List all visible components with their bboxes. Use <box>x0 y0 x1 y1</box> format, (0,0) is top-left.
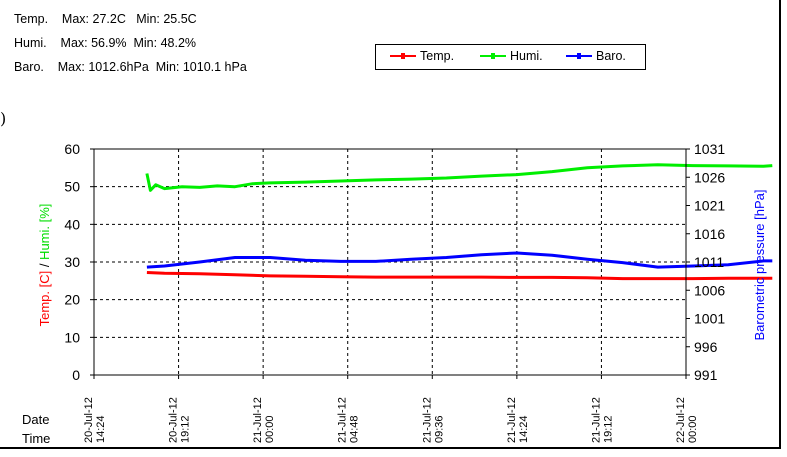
x-tick-date: 20-Jul-12 <box>83 397 95 443</box>
left-tick-label: 30 <box>64 254 80 270</box>
legend-swatch-baro <box>566 53 592 59</box>
right-axis-title: Barometric pressure [hPa] <box>752 189 767 340</box>
x-tick-date: 20-Jul-12 <box>168 397 180 443</box>
baro-stats: Baro. Max: 1012.6hPa Min: 1010.1 hPa <box>14 60 247 74</box>
left-tick-label: 40 <box>64 216 80 232</box>
left-axis-title: Temp. [C] / Humi. [%] <box>37 204 52 327</box>
left-tick-label: 0 <box>72 367 80 383</box>
x-tick-time: 19:12 <box>602 415 614 443</box>
legend-item-humi: Humi. <box>480 49 543 63</box>
x-tick-label: 20-Jul-12 14:24 <box>83 397 107 443</box>
x-tick-date: 21-Jul-12 <box>590 397 602 443</box>
legend-item-baro: Baro. <box>566 49 626 63</box>
x-tick-time: 09:36 <box>433 415 445 443</box>
x-tick-time: 04:48 <box>349 415 361 443</box>
series-line-temp <box>146 271 773 281</box>
x-tick-label: 21-Jul-12 14:24 <box>506 397 530 443</box>
x-tick-label: 21-Jul-12 04:48 <box>337 397 361 443</box>
series-line-baro <box>146 251 773 269</box>
series-lines <box>145 163 773 281</box>
legend-swatch-humi <box>480 53 506 59</box>
x-tick-label: 21-Jul-12 19:12 <box>590 397 614 443</box>
right-tick-label: 1016 <box>694 226 725 242</box>
right-tick-label: 1006 <box>694 282 725 298</box>
x-axis-ticks: 20-Jul-12 14:24 20-Jul-12 19:12 21-Jul-12 00:… <box>83 375 699 443</box>
x-tick-time: 19:12 <box>180 415 192 443</box>
left-tick-label: 50 <box>64 179 80 195</box>
time-label: Time <box>22 431 51 446</box>
right-tick-label: 996 <box>694 339 718 355</box>
chart-frame <box>0 0 781 449</box>
x-tick-time: 14:24 <box>518 415 530 443</box>
left-axis-title-humi: Humi. [%] <box>37 204 52 260</box>
x-tick-label: 21-Jul-12 00:00 <box>252 397 276 443</box>
right-tick-label: 1011 <box>694 254 724 270</box>
left-axis-ticks: 0 10 20 30 40 50 60 <box>64 141 94 383</box>
legend-swatch-temp <box>390 53 416 59</box>
legend-label-temp: Temp. <box>420 49 455 63</box>
legend-label-humi: Humi. <box>510 49 543 63</box>
x-tick-date: 21-Jul-12 <box>506 397 518 443</box>
left-axis-title-temp: Temp. [C] <box>37 271 52 327</box>
legend-item-temp: Temp. <box>390 49 454 63</box>
stray-mark: ) <box>0 109 7 128</box>
chart-legend: Temp. Humi. Baro. <box>375 44 646 70</box>
date-label: Date <box>22 412 50 427</box>
x-tick-date: 21-Jul-12 <box>337 397 349 443</box>
x-tick-time: 00:00 <box>687 415 699 443</box>
x-tick-date: 21-Jul-12 <box>421 397 433 443</box>
series-line-humi <box>145 163 773 192</box>
humi-stats: Humi. Max: 56.9% Min: 48.2% <box>14 36 197 50</box>
right-tick-label: 1026 <box>694 169 725 185</box>
temp-stats: Temp. Max: 27.2C Min: 25.5C <box>14 12 197 26</box>
x-tick-date: 22-Jul-12 <box>675 397 687 443</box>
left-axis-title-sep: / <box>37 260 52 271</box>
x-tick-label: 22-Jul-12 00:00 <box>675 397 699 443</box>
x-tick-label: 21-Jul-12 09:36 <box>421 397 445 443</box>
left-tick-label: 60 <box>64 141 80 157</box>
left-tick-label: 10 <box>64 329 80 345</box>
right-tick-label: 991 <box>694 367 718 383</box>
right-axis-ticks: 991 996 1001 1006 1011 1016 1021 1026 1031 <box>686 141 725 383</box>
right-tick-label: 1031 <box>694 141 725 157</box>
x-tick-time: 00:00 <box>264 415 276 443</box>
legend-label-baro: Baro. <box>596 49 626 63</box>
left-tick-label: 20 <box>64 292 80 308</box>
right-tick-label: 1021 <box>694 198 725 214</box>
x-tick-date: 21-Jul-12 <box>252 397 264 443</box>
x-tick-label: 20-Jul-12 19:12 <box>168 397 192 443</box>
right-tick-label: 1001 <box>694 311 725 327</box>
x-tick-time: 14:24 <box>95 415 107 443</box>
